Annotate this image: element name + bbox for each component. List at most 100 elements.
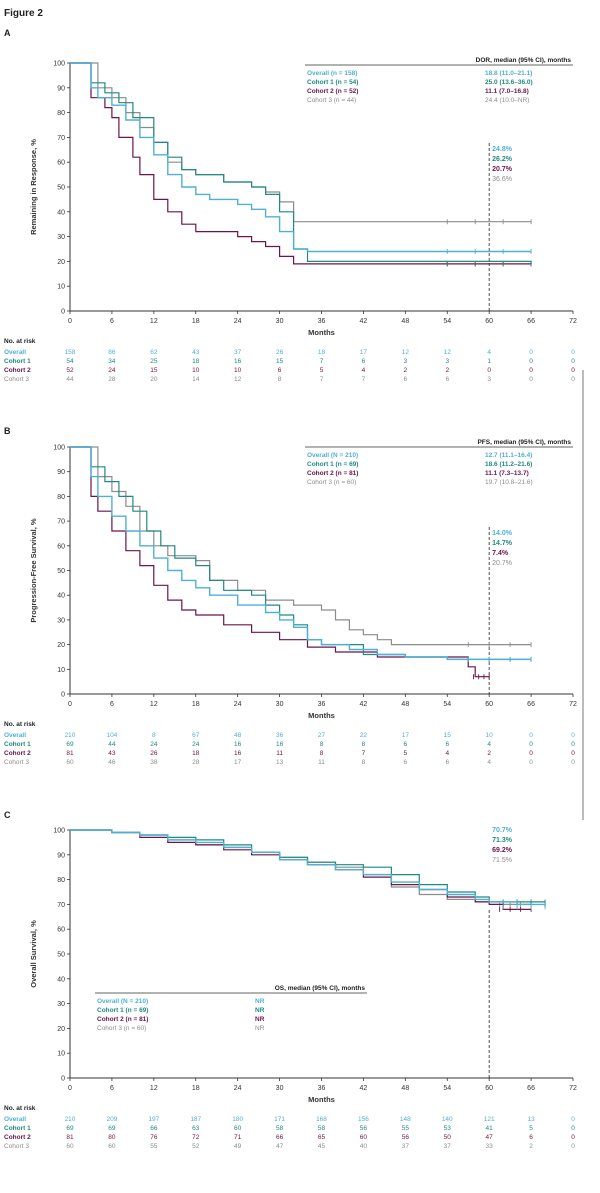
landmark-label-cohort2: 20.7% — [492, 166, 513, 173]
legend: DOR, median (95% CI), months Overall (n =… — [305, 57, 573, 104]
risk-value: 180 — [232, 1116, 243, 1123]
risk-value: 5 — [404, 750, 408, 757]
risk-value: 6 — [404, 376, 408, 383]
risk-value: 18 — [192, 750, 200, 757]
risk-value: 26 — [276, 349, 284, 356]
risk-value: 6 — [445, 376, 449, 383]
risk-value: 121 — [484, 1116, 495, 1123]
risk-value: 28 — [108, 376, 116, 383]
risk-value: 12 — [402, 349, 410, 356]
risk-value: 66 — [150, 1125, 158, 1132]
risk-value: 0 — [571, 741, 575, 748]
panel-letter: C — [4, 810, 11, 820]
risk-value: 187 — [190, 1116, 201, 1123]
x-tick-label: 30 — [276, 318, 284, 325]
legend-entry-cohort3: Cohort 3 (n = 60) — [307, 479, 356, 486]
risk-value: 210 — [65, 732, 76, 739]
risk-value: 3 — [445, 358, 449, 365]
y-tick-label: 100 — [53, 828, 65, 835]
landmark-label-cohort1: 71.3% — [492, 837, 513, 844]
series-line-cohort2 — [70, 62, 532, 265]
x-tick-label: 24 — [234, 1085, 242, 1092]
risk-value: 63 — [192, 1125, 200, 1132]
y-tick-label: 50 — [57, 185, 65, 192]
x-tick-label: 72 — [569, 318, 577, 325]
y-tick-label: 10 — [57, 284, 65, 291]
legend-header: OS, median (95% CI), months — [275, 985, 366, 992]
y-tick-label: 50 — [57, 568, 65, 575]
risk-value: 43 — [108, 750, 116, 757]
panel-letter: A — [4, 28, 11, 38]
legend-median-cohort3: 24.4 (10.0–NR) — [485, 97, 529, 104]
x-tick-label: 12 — [150, 701, 158, 708]
risk-value: 209 — [106, 1116, 117, 1123]
risk-value: 16 — [234, 358, 242, 365]
legend-entry-cohort1: Cohort 1 (n = 69) — [97, 1007, 148, 1014]
risk-value: 56 — [360, 1125, 368, 1132]
legend-median-cohort2: 11.1 (7.3–13.7) — [485, 470, 529, 477]
risk-value: 10 — [234, 367, 242, 374]
x-axis-label: Months — [308, 1095, 335, 1104]
x-tick-label: 60 — [485, 318, 493, 325]
risk-value: 81 — [66, 1134, 74, 1141]
series-line-cohort3 — [70, 62, 532, 223]
landmark-label-overall: 14.0% — [492, 530, 513, 537]
risk-value: 171 — [274, 1116, 285, 1123]
risk-value: 8 — [320, 741, 324, 748]
risk-value: 18 — [318, 349, 326, 356]
y-tick-label: 90 — [57, 85, 65, 92]
y-tick-label: 20 — [57, 259, 65, 266]
risk-value: 65 — [318, 1134, 326, 1141]
panel-letter: B — [4, 426, 11, 436]
x-tick-label: 42 — [360, 318, 368, 325]
risk-value: 0 — [571, 1134, 575, 1141]
y-tick-label: 30 — [57, 617, 65, 624]
legend-header: PFS, median (95% CI), months — [477, 439, 571, 446]
legend-median-cohort2: 11.1 (7.0–16.8) — [485, 88, 529, 95]
risk-value: 69 — [108, 1125, 116, 1132]
risk-value: 0 — [571, 759, 575, 766]
legend-median-cohort3: 19.7 (10.8–21.6) — [485, 479, 533, 486]
y-tick-label: 80 — [57, 877, 65, 884]
y-tick-label: 30 — [57, 1001, 65, 1008]
risk-value: 15 — [444, 732, 452, 739]
risk-value: 3 — [404, 358, 408, 365]
risk-value: 46 — [108, 759, 116, 766]
risk-header: No. at risk — [4, 1105, 36, 1112]
risk-value: 10 — [486, 732, 494, 739]
risk-value: 0 — [571, 1125, 575, 1132]
risk-value: 24 — [108, 367, 116, 374]
x-tick-label: 6 — [110, 318, 114, 325]
risk-value: 0 — [571, 358, 575, 365]
legend-median-cohort2: NR — [255, 1016, 265, 1023]
series-line-cohort1 — [70, 446, 532, 660]
risk-value: 10 — [192, 367, 200, 374]
risk-value: 24 — [192, 741, 200, 748]
landmark-label-cohort2: 69.2% — [492, 847, 513, 854]
x-tick-label: 42 — [360, 701, 368, 708]
y-tick-label: 10 — [57, 667, 65, 674]
x-tick-label: 0 — [68, 318, 72, 325]
risk-value: 33 — [486, 1143, 494, 1150]
risk-value: 45 — [318, 1143, 326, 1150]
series-line-cohort1 — [70, 62, 532, 264]
risk-value: 6 — [445, 741, 449, 748]
x-axis-label: Months — [308, 328, 335, 337]
legend-median-cohort3: NR — [255, 1025, 265, 1032]
risk-value: 0 — [571, 1116, 575, 1123]
risk-value: 4 — [487, 741, 491, 748]
x-tick-label: 60 — [485, 1085, 493, 1092]
risk-value: 0 — [529, 367, 533, 374]
risk-value: 4 — [445, 750, 449, 757]
risk-value: 72 — [192, 1134, 200, 1141]
risk-value: 69 — [66, 741, 74, 748]
y-tick-label: 60 — [57, 160, 65, 167]
risk-value: 17 — [402, 732, 410, 739]
legend-entry-cohort1: Cohort 1 (n = 69) — [307, 461, 358, 468]
risk-value: 11 — [318, 759, 325, 766]
risk-value: 24 — [150, 741, 158, 748]
risk-value: 8 — [152, 732, 156, 739]
x-tick-label: 36 — [318, 701, 326, 708]
risk-value: 47 — [276, 1143, 284, 1150]
